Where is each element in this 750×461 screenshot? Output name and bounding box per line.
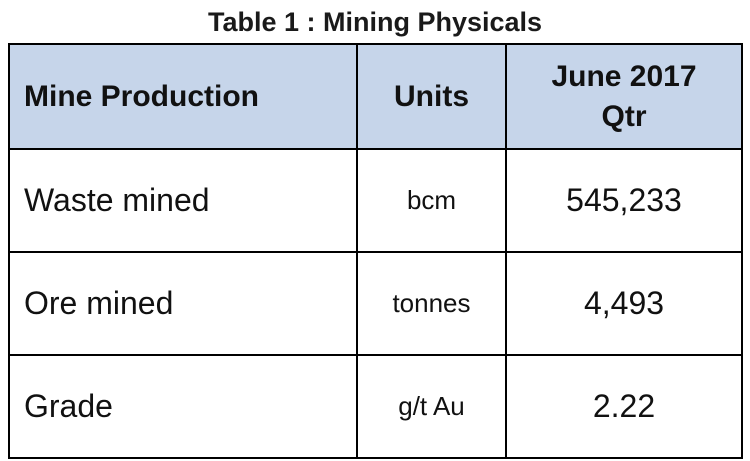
row-label: Ore mined [8,251,358,356]
table-row: Grade g/t Au 2.22 [8,354,743,459]
row-unit: bcm [356,148,507,253]
mining-physicals-table: Mine Production Units June 2017 Qtr Wast… [8,43,743,459]
row-value: 2.22 [505,354,743,459]
header-period: June 2017 Qtr [505,43,743,150]
row-value: 545,233 [505,148,743,253]
table-row: Waste mined bcm 545,233 [8,148,743,253]
row-unit: g/t Au [356,354,507,459]
table-title: Table 1 : Mining Physicals [207,7,543,37]
row-label: Grade [8,354,358,459]
row-value: 4,493 [505,251,743,356]
row-label: Waste mined [8,148,358,253]
header-units: Units [356,43,507,150]
table-row: Ore mined tonnes 4,493 [8,251,743,356]
header-period-line2: Qtr [601,99,647,133]
header-mine-production: Mine Production [8,43,358,150]
row-unit: tonnes [356,251,507,356]
header-period-line1: June 2017 [551,59,697,93]
header-row: Mine Production Units June 2017 Qtr [8,43,743,150]
